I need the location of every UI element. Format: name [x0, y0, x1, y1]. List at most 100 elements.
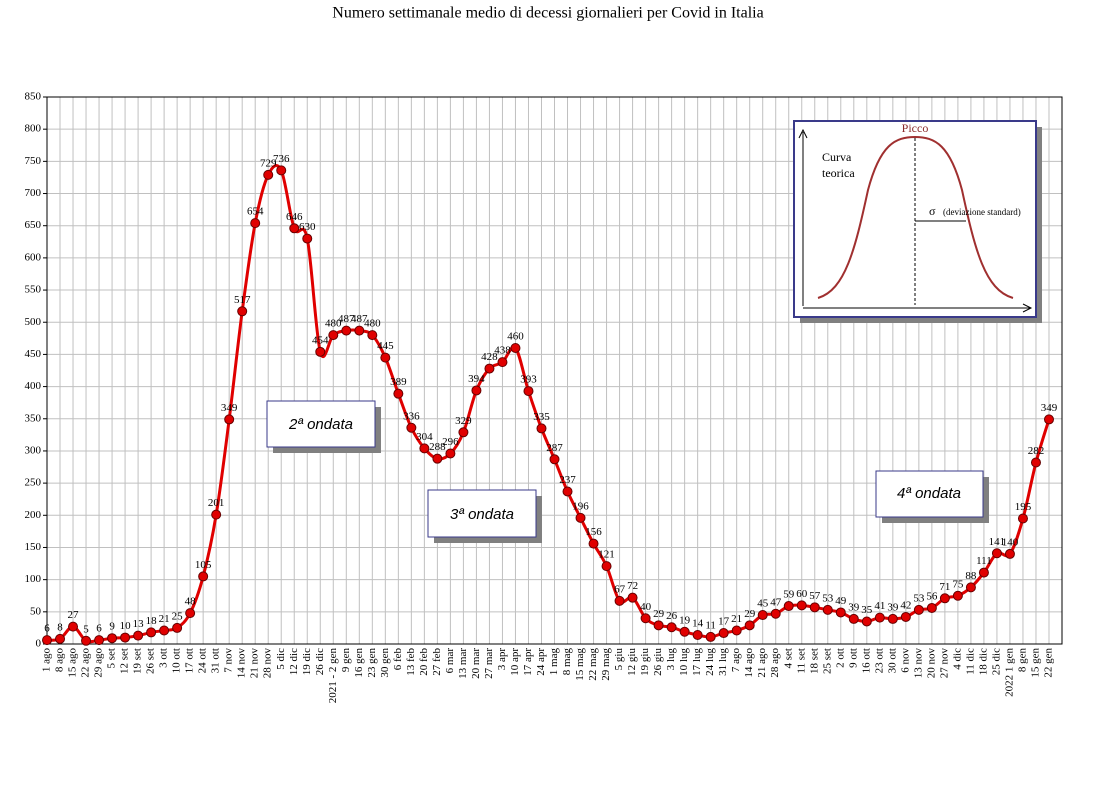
- marker: [146, 627, 157, 638]
- marker: [731, 625, 742, 636]
- marker: [848, 613, 859, 624]
- data-label: 517: [234, 294, 251, 306]
- marker: [393, 388, 404, 399]
- x-tick-label: 31 ott: [210, 648, 222, 673]
- x-tick-label: 14 nov: [236, 648, 248, 679]
- data-label: 487: [338, 313, 355, 325]
- marker: [575, 512, 586, 523]
- inset-label: teorica: [822, 166, 855, 180]
- data-label: 329: [455, 415, 472, 427]
- x-tick-label: 2 ott: [834, 648, 846, 668]
- data-label: 47: [770, 596, 782, 608]
- x-tick-label: 13 mar: [457, 648, 469, 679]
- marker: [185, 608, 196, 619]
- data-label: 10: [120, 620, 132, 632]
- marker: [627, 592, 638, 603]
- x-tick-label: 29 mag: [600, 648, 612, 681]
- marker: [107, 633, 118, 644]
- data-label: 111: [976, 555, 992, 567]
- data-label: 41: [874, 600, 885, 612]
- x-tick-label: 27 nov: [938, 648, 950, 679]
- x-tick-label: 13 feb: [405, 648, 417, 676]
- marker: [432, 453, 443, 464]
- x-tick-label: 15 gen: [1030, 648, 1042, 678]
- marker: [224, 414, 235, 425]
- marker: [887, 613, 898, 624]
- marker: [445, 448, 456, 459]
- data-label: 17: [718, 616, 730, 628]
- y-tick-label: 600: [25, 251, 42, 263]
- x-tick-label: 12 dic: [288, 648, 300, 675]
- marker: [835, 607, 846, 618]
- y-tick-label: 550: [25, 284, 42, 296]
- bell-curve: [817, 135, 1014, 299]
- data-label: 389: [390, 376, 407, 388]
- x-tick-label: 6 feb: [392, 648, 404, 671]
- data-label: 480: [364, 318, 381, 330]
- x-tick-label: 22 mag: [587, 648, 599, 681]
- annotation: 4ª ondata: [897, 485, 961, 502]
- y-tick-label: 400: [25, 380, 42, 392]
- data-label: 14: [692, 618, 704, 630]
- marker: [705, 631, 716, 642]
- x-tick-label: 31 lug: [717, 648, 729, 676]
- data-label: 25: [172, 610, 184, 622]
- data-label: 445: [377, 340, 394, 352]
- data-label: 59: [783, 589, 795, 601]
- marker: [666, 622, 677, 633]
- marker: [133, 630, 144, 641]
- data-label: 60: [796, 588, 808, 600]
- marker: [484, 363, 495, 374]
- y-tick-label: 0: [36, 638, 42, 650]
- data-label: 349: [1041, 402, 1058, 414]
- data-label: 201: [208, 497, 225, 509]
- data-label: 195: [1015, 501, 1032, 513]
- x-tick-label: 23 ott: [873, 648, 885, 673]
- x-tick-label: 19 giu: [639, 648, 651, 676]
- plot-border: [46, 96, 1063, 645]
- data-label: 48: [185, 596, 197, 608]
- marker: [523, 386, 534, 397]
- data-label: 428: [481, 351, 498, 363]
- x-tick-label: 10 apr: [509, 648, 521, 676]
- data-label: 335: [533, 411, 550, 423]
- data-label: 296: [442, 436, 459, 448]
- y-tick-label: 150: [25, 541, 42, 553]
- x-tick-label: 3 ott: [158, 648, 170, 668]
- arrow: [1022, 303, 1033, 313]
- data-label: 29: [744, 608, 756, 620]
- x-tick-label: 1 ago: [41, 648, 53, 673]
- data-label: 282: [1028, 445, 1045, 457]
- x-tick-label: 25 set: [821, 648, 833, 674]
- marker: [952, 590, 963, 601]
- x-tick-label: 19 set: [132, 648, 144, 674]
- x-tick-label: 1 mag: [548, 648, 560, 676]
- data-label: 13: [133, 618, 145, 630]
- data-label: 53: [822, 592, 834, 604]
- marker: [55, 633, 66, 644]
- x-tick-label: 10 lug: [678, 648, 690, 676]
- marker: [614, 595, 625, 606]
- y-tick-label: 500: [25, 316, 42, 328]
- data-label: 53: [913, 592, 925, 604]
- marker: [471, 385, 482, 396]
- data-label: 646: [286, 211, 303, 223]
- x-tick-label: 11 set: [795, 648, 807, 674]
- data-label: 49: [835, 595, 847, 607]
- data-label: 21: [159, 613, 170, 625]
- marker: [367, 330, 378, 341]
- data-label: 45: [757, 598, 769, 610]
- data-label: 460: [507, 331, 524, 343]
- data-label: 39: [848, 601, 860, 613]
- inset-label: (deviazione standard): [943, 207, 1021, 217]
- x-tick-label: 20 nov: [925, 648, 937, 679]
- x-tick-label: 27 mar: [483, 648, 495, 679]
- marker: [42, 635, 52, 646]
- marker: [354, 325, 365, 336]
- marker: [874, 612, 885, 623]
- data-label: 654: [247, 206, 264, 218]
- data-label: 72: [627, 580, 638, 592]
- x-tick-label: 21 ago: [756, 648, 768, 678]
- marker: [1017, 513, 1028, 524]
